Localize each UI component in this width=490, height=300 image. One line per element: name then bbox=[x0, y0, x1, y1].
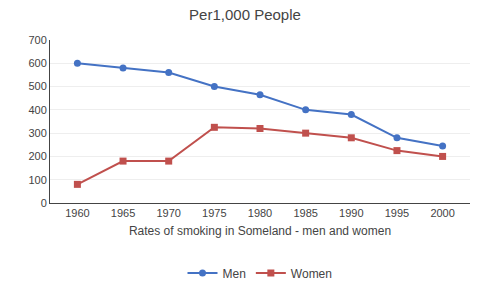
svg-text:Per1,000 People: Per1,000 People bbox=[189, 6, 301, 23]
svg-text:100: 100 bbox=[28, 174, 46, 186]
svg-text:1995: 1995 bbox=[385, 207, 409, 219]
svg-text:200: 200 bbox=[28, 150, 46, 162]
svg-text:700: 700 bbox=[28, 34, 46, 46]
svg-text:500: 500 bbox=[28, 80, 46, 92]
svg-text:Women: Women bbox=[291, 267, 332, 281]
svg-text:2000: 2000 bbox=[430, 207, 454, 219]
svg-text:400: 400 bbox=[28, 104, 46, 116]
svg-text:1980: 1980 bbox=[248, 207, 272, 219]
svg-text:600: 600 bbox=[28, 57, 46, 69]
svg-text:1975: 1975 bbox=[202, 207, 226, 219]
svg-text:1970: 1970 bbox=[156, 207, 180, 219]
svg-text:Rates of smoking in Someland -: Rates of smoking in Someland - men and w… bbox=[129, 224, 391, 238]
svg-text:1985: 1985 bbox=[293, 207, 317, 219]
svg-text:1960: 1960 bbox=[65, 207, 89, 219]
svg-text:300: 300 bbox=[28, 127, 46, 139]
svg-text:1990: 1990 bbox=[339, 207, 363, 219]
svg-text:1965: 1965 bbox=[111, 207, 135, 219]
svg-text:0: 0 bbox=[41, 197, 47, 209]
svg-text:Men: Men bbox=[223, 267, 246, 281]
